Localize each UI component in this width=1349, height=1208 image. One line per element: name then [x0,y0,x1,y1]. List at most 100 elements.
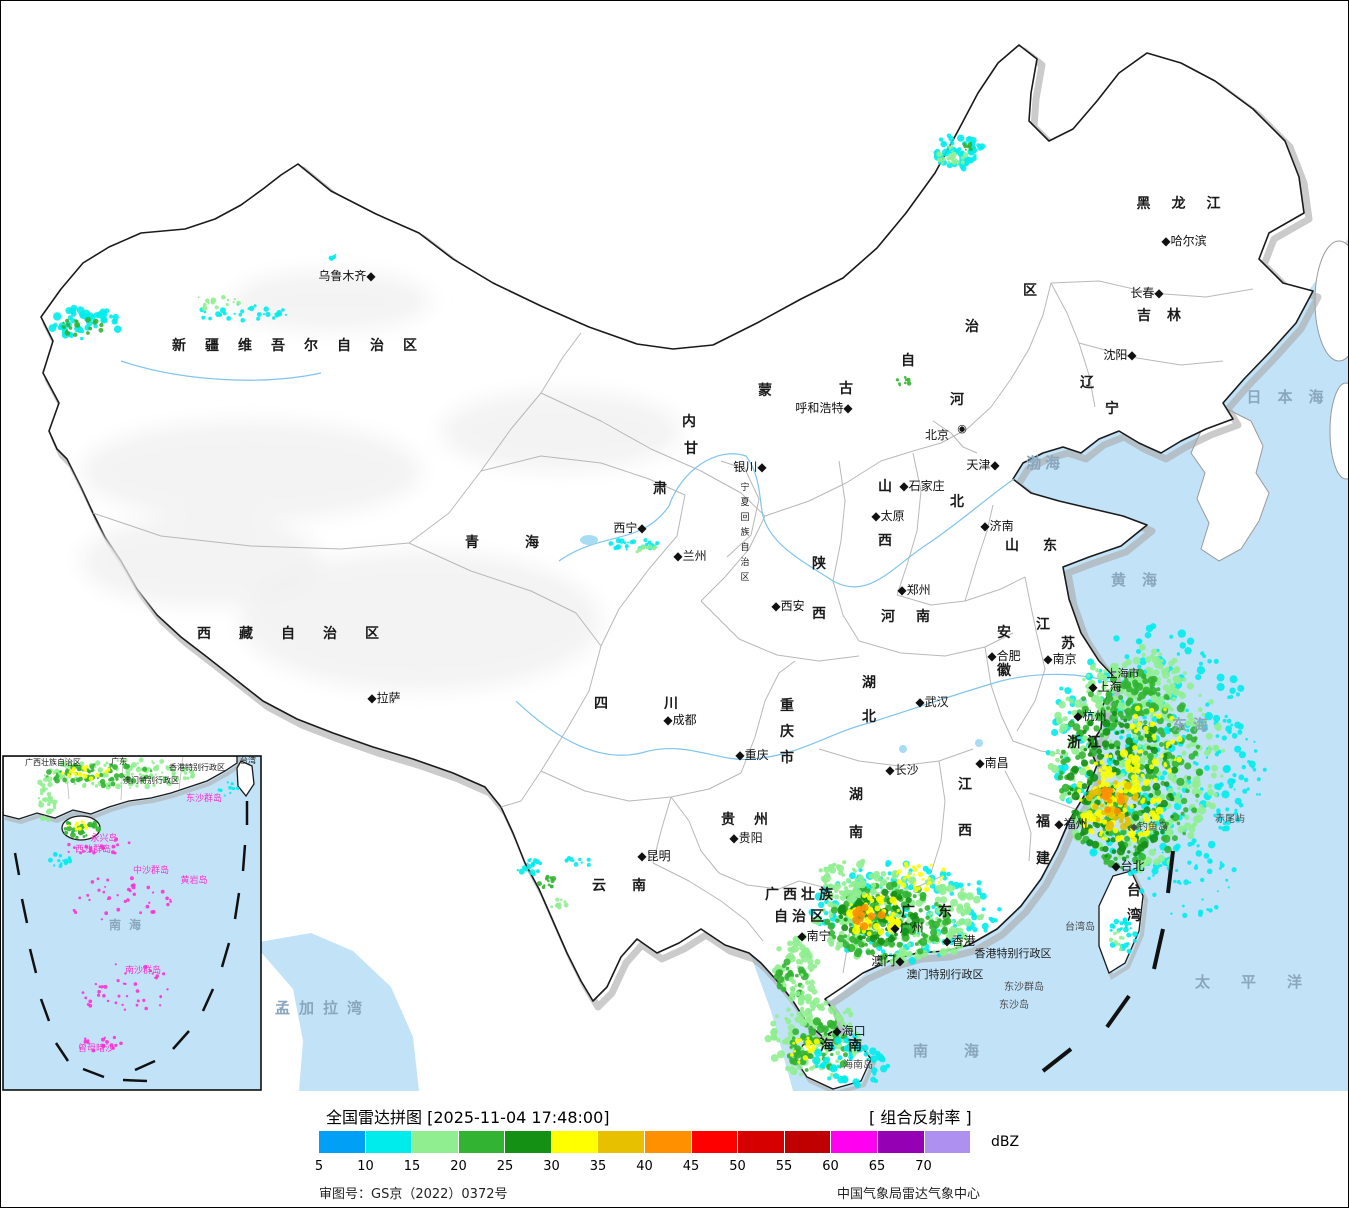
radar-echo-cell [1167,792,1173,798]
radar-echo-cell [116,759,119,762]
radar-echo-cell [1189,841,1193,845]
radar-echo-cell [154,976,157,979]
radar-echo-cell [1092,694,1101,704]
radar-echo-cell [62,777,68,783]
radar-echo-cell [896,941,903,948]
radar-echo-cell [838,904,846,912]
radar-echo-cell [1143,780,1148,785]
radar-echo-cell [1095,668,1100,673]
radar-echo-cell [976,880,982,886]
radar-echo-cell [1247,760,1251,764]
radar-echo-cell [1113,940,1118,945]
radar-echo-cell [1100,776,1107,782]
radar-echo-cell [845,1007,852,1014]
radar-echo-cell [1201,712,1206,717]
radar-echo-cell [918,908,923,913]
radar-echo-cell [229,791,232,795]
radar-echo-cell [1123,804,1128,809]
radar-echo-cell [67,774,72,778]
radar-echo-cell [872,1071,877,1076]
radar-echo-cell [804,993,812,1002]
capital-marker-icon: ◉ [957,422,967,435]
radar-echo-cell [901,927,910,937]
radar-echo-cell [277,312,282,317]
radar-echo-cell [217,788,221,792]
radar-echo-cell [1187,832,1195,840]
radar-echo-cell [866,888,871,893]
radar-echo-cell [1102,845,1109,853]
radar-echo-cell [807,1047,813,1054]
radar-echo-cell [1116,796,1125,806]
radar-echo-cell [1180,725,1185,731]
radar-echo-cell [1180,797,1188,805]
radar-echo-cell [1156,687,1161,692]
radar-echo-cell [957,882,964,888]
radar-echo-cell [1127,693,1132,698]
radar-echo-cell [1132,931,1138,937]
radar-echo-cell [881,888,889,897]
province-label: 湖北 [862,675,876,725]
radar-echo-cell [835,1059,840,1063]
radar-echo-cell [1163,763,1168,768]
radar-echo-cell [1142,678,1149,685]
radar-echo-cell [942,919,949,926]
radar-echo-cell [898,382,901,386]
radar-echo-cell [902,890,910,899]
radar-echo-cell [900,882,907,889]
radar-echo-cell [102,994,106,998]
radar-echo-cell [68,771,71,774]
city-label: ◆拉萨 [367,690,400,705]
radar-echo-cell [226,781,229,784]
radar-echo-cell [1093,725,1100,732]
dbz-tick-label: 70 [915,1159,932,1174]
radar-echo-cell [1111,700,1119,708]
radar-echo-cell [1227,886,1230,889]
radar-echo-cell [1081,696,1087,702]
radar-echo-cell [88,850,92,853]
sea-label: 渤海 [1026,454,1064,472]
radar-echo-cell [1206,868,1213,875]
radar-echo-cell [80,336,84,341]
radar-echo-cell [1171,725,1180,735]
radar-echo-cell [1134,705,1141,712]
radar-echo-cell [906,381,912,386]
radar-echo-cell [790,1013,794,1017]
radar-echo-cell [812,1017,822,1026]
radar-echo-cell [1216,890,1219,893]
radar-echo-cell [208,316,213,321]
radar-echo-cell [1182,831,1186,836]
inset-island-label: 东沙群岛 [186,792,222,804]
radar-echo-cell [913,885,917,889]
radar-echo-cell [1129,834,1134,838]
radar-echo-cell [1195,799,1199,803]
radar-echo-cell [580,861,583,864]
radar-echo-cell [1081,705,1090,714]
radar-echo-cell [1234,745,1242,753]
radar-echo-cell [103,763,107,767]
radar-echo-cell [1195,850,1203,857]
china-map-svg: 广西壮族自治区 广东香港特别行政区澳门特别行政区台湾东沙群岛永兴岛西沙群岛中沙群岛… [1,1,1348,1095]
radar-echo-cell [1201,898,1204,901]
inset-echo-layer [37,757,240,1053]
radar-echo-cell [112,313,119,321]
radar-echo-cell [795,973,799,978]
radar-echo-cell [1201,725,1208,732]
radar-echo-cell [1245,737,1248,741]
radar-echo-cell [544,876,549,881]
radar-echo-cell [105,1040,109,1044]
radar-echo-cell [183,766,187,770]
radar-echo-cell [563,900,567,904]
radar-echo-cell [1135,638,1142,645]
radar-echo-cell [906,950,913,958]
radar-echo-cell [144,1006,148,1011]
radar-echo-cell [109,1043,114,1048]
radar-echo-cell [946,947,951,953]
radar-echo-cell [861,1044,869,1052]
radar-echo-cell [853,939,859,945]
radar-echo-cell [1071,792,1080,801]
radar-echo-cell [789,991,796,997]
radar-echo-cell [1153,713,1156,717]
radar-echo-cell [778,969,783,975]
radar-echo-cell [1137,743,1142,748]
radar-echo-cell [118,772,125,779]
